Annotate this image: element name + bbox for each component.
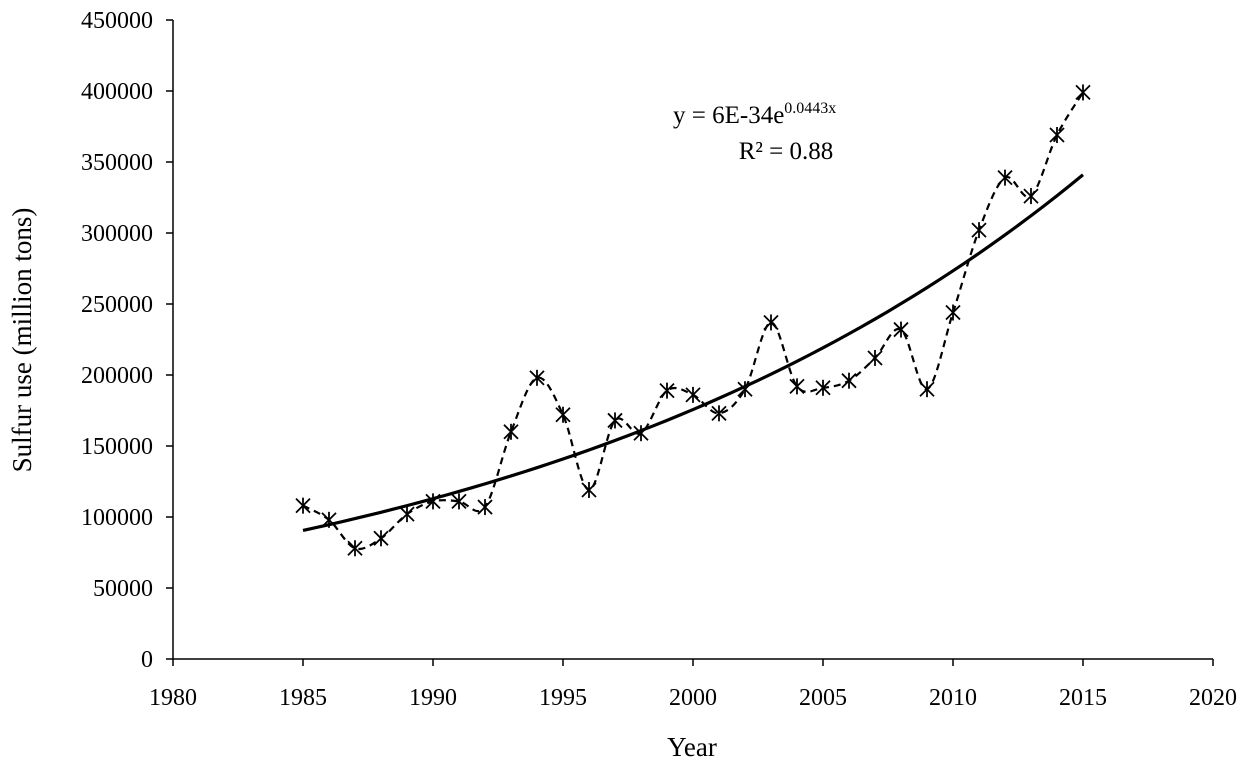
y-tick-label: 0 [141, 647, 153, 673]
data-point [451, 493, 467, 510]
data-point [893, 321, 909, 338]
marker-group [295, 84, 1091, 557]
x-tick-label: 2020 [1189, 685, 1237, 711]
y-tick-label: 150000 [81, 434, 153, 460]
data-point [737, 381, 753, 398]
trendline-group [302, 173, 1085, 533]
x-tick-label: 1990 [409, 685, 457, 711]
data-point [971, 222, 987, 239]
data-point [295, 497, 311, 514]
x-tick-label: 1985 [279, 685, 327, 711]
y-tick-label: 250000 [81, 292, 153, 318]
data-point [633, 425, 649, 442]
data-point [555, 406, 571, 423]
data-point [607, 412, 623, 429]
data-point [841, 372, 857, 389]
data-point [659, 382, 675, 399]
data-point [789, 378, 805, 395]
r-squared-label: R² = 0.88 [739, 138, 834, 165]
data-point [763, 314, 779, 331]
data-point [997, 169, 1013, 186]
x-tick-label: 2010 [929, 685, 977, 711]
data-point [815, 379, 831, 396]
y-tick-label: 450000 [81, 8, 153, 34]
data-point [477, 499, 493, 516]
data-point [867, 349, 883, 366]
data-point [581, 482, 597, 499]
y-tick-label: 300000 [81, 221, 153, 247]
x-tick-label: 2000 [669, 685, 717, 711]
x-tick-label: 1980 [149, 685, 197, 711]
equation-base: y = 6E-34e [673, 102, 784, 129]
data-point [1075, 84, 1091, 101]
data-point [919, 381, 935, 398]
y-axis-title: Sulfur use (million tons) [7, 208, 37, 473]
y-tick-label: 50000 [93, 576, 153, 602]
x-axis-title: Year [667, 732, 717, 762]
exponential-trendline [302, 173, 1085, 533]
data-series-line [302, 91, 1084, 551]
x-tick-label: 2005 [799, 685, 847, 711]
trendline-equation: y = 6E-34e0.0443x [673, 100, 836, 129]
y-tick-label: 100000 [81, 505, 153, 531]
x-tick-label: 1995 [539, 685, 587, 711]
data-series-group [302, 91, 1084, 551]
x-axis-ticks: 1980 1985 1990 1995 2000 2005 2010 2015 2020 [149, 659, 1237, 711]
equation-exponent: 0.0443x [784, 100, 836, 117]
data-point [529, 369, 545, 386]
x-tick-label: 2015 [1059, 685, 1107, 711]
data-point [711, 405, 727, 422]
y-axis-ticks: 0 50000 100000 150000 200000 250000 300000 3500… [81, 8, 173, 673]
y-tick-label: 350000 [81, 150, 153, 176]
data-point [685, 386, 701, 403]
y-tick-label: 400000 [81, 79, 153, 105]
data-point [1049, 127, 1065, 144]
data-point [347, 540, 363, 557]
data-point [399, 506, 415, 523]
data-point [503, 423, 519, 440]
y-tick-label: 200000 [81, 363, 153, 389]
data-point [321, 511, 337, 528]
data-point [1023, 188, 1039, 205]
data-point [425, 493, 441, 510]
data-point [373, 530, 389, 547]
data-point [945, 304, 961, 321]
